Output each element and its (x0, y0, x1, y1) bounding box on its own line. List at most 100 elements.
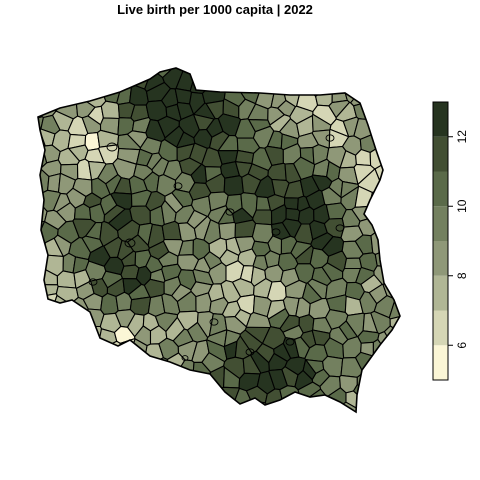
legend-color-band (433, 136, 448, 172)
district-region (53, 373, 73, 396)
district-region (358, 70, 380, 96)
district-region (357, 392, 379, 412)
district-region (42, 357, 62, 377)
district-region (38, 84, 51, 103)
district-region (38, 387, 42, 405)
district-region (38, 254, 45, 272)
district-region (387, 189, 400, 216)
district-region (118, 373, 141, 390)
district-region (38, 402, 49, 412)
district-region (289, 68, 315, 89)
district-region (201, 70, 223, 90)
district-region (384, 85, 400, 106)
district-region (53, 353, 77, 376)
district-region (100, 100, 120, 120)
district-region (38, 329, 48, 348)
district-region (100, 70, 119, 86)
district-region (289, 402, 311, 412)
district-region (110, 391, 133, 412)
city-district-boundary (225, 208, 235, 216)
district-region (391, 261, 400, 286)
district-region (102, 380, 127, 402)
district-region (389, 249, 400, 268)
district-region (384, 146, 400, 165)
district-region (38, 359, 45, 381)
district-region (42, 68, 61, 80)
district-region (223, 175, 244, 196)
district-region (283, 197, 299, 211)
district-region (310, 68, 331, 77)
legend-color-band (433, 102, 448, 137)
district-region (177, 390, 198, 411)
district-region (56, 270, 77, 289)
city-district-boundary (285, 338, 295, 346)
district-region (88, 68, 104, 77)
district-region (39, 323, 61, 343)
district-region (73, 325, 90, 347)
district-region (383, 133, 400, 154)
map-regions (38, 68, 400, 412)
district-region (386, 360, 400, 382)
district-region (387, 114, 400, 136)
legend-tick-label: 6 (455, 342, 469, 349)
district-region (203, 68, 225, 74)
city-district-boundary (209, 318, 219, 326)
district-region (165, 370, 182, 391)
district-region (38, 68, 44, 82)
district-region (343, 257, 363, 270)
district-region (152, 398, 171, 412)
legend-frame (432, 101, 449, 381)
legend-tick-label: 12 (455, 130, 469, 144)
district-region (59, 337, 77, 357)
district-region (372, 356, 394, 374)
city-district-boundary (271, 228, 281, 236)
district-region (217, 398, 237, 412)
district-region (260, 403, 289, 412)
district-region (83, 341, 103, 362)
district-region (65, 309, 86, 328)
district-region (193, 68, 212, 78)
district-region (71, 404, 94, 412)
district-region (179, 372, 194, 392)
district-region (71, 341, 87, 361)
district-region (43, 90, 59, 112)
district-region (371, 372, 393, 387)
district-region (119, 399, 139, 412)
district-region (59, 323, 83, 341)
district-region (350, 87, 374, 107)
district-region (123, 68, 146, 75)
district-region (382, 342, 400, 362)
legend-color-band (433, 275, 448, 311)
district-region (328, 99, 351, 119)
district-region (327, 406, 353, 412)
district-region (39, 374, 60, 388)
district-region (71, 357, 92, 379)
district-region (387, 213, 400, 238)
district-region (38, 296, 41, 315)
district-region (58, 396, 77, 412)
district-region (98, 353, 126, 373)
district-region (67, 84, 90, 104)
district-region (38, 306, 59, 326)
district-region (386, 70, 400, 89)
district-region (81, 384, 105, 403)
city-district-boundary (106, 142, 118, 152)
district-region (371, 69, 388, 92)
district-region (38, 338, 47, 363)
district-region (309, 404, 330, 412)
district-region (41, 74, 61, 92)
district-region (191, 372, 211, 388)
legend-color-band (433, 345, 448, 380)
district-region (38, 69, 47, 88)
district-region (44, 334, 64, 360)
district-region (234, 73, 256, 93)
city-district-boundary (88, 278, 98, 286)
district-region (101, 68, 121, 75)
district-region (161, 386, 184, 405)
district-region (375, 398, 393, 412)
district-region (357, 68, 378, 75)
district-region (284, 395, 307, 412)
district-region (100, 398, 122, 412)
district-region (281, 72, 305, 93)
district-region (83, 374, 103, 390)
